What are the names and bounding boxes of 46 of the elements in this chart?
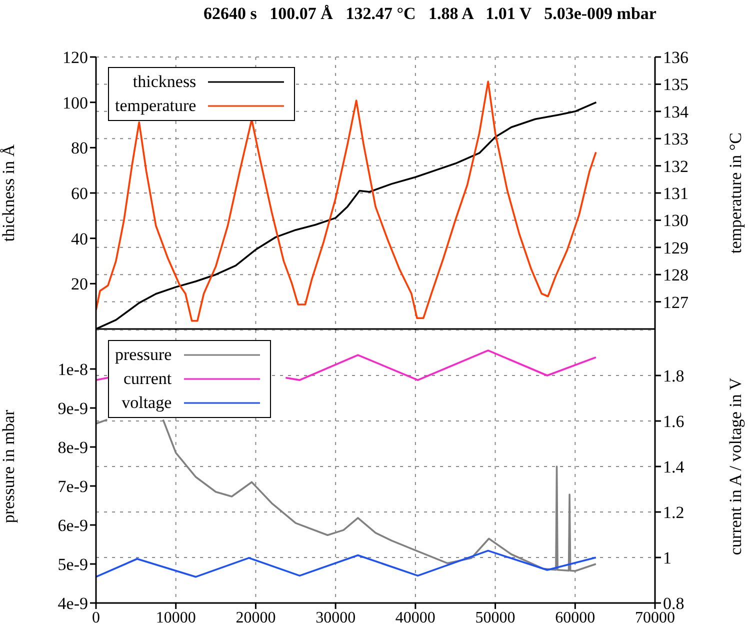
y-tick-label: 9e-9 xyxy=(58,399,88,418)
x-tick-label: 10000 xyxy=(156,609,196,626)
y-axis-title: thickness in Å xyxy=(0,144,18,242)
y-tick-label: 40 xyxy=(71,229,88,248)
y2-tick-label: 1.4 xyxy=(663,458,685,477)
x-tick-label: 30000 xyxy=(316,609,356,626)
series-label: current xyxy=(124,369,172,389)
y2-tick-label: 133 xyxy=(663,130,688,149)
y2-tick-label: 134 xyxy=(663,102,689,122)
y-tick-label: 6e-9 xyxy=(58,516,88,536)
x-tick-label: 0 xyxy=(92,609,100,626)
legend-label: voltage xyxy=(122,393,172,413)
line-series xyxy=(96,550,597,578)
y-tick-label: 80 xyxy=(71,138,88,158)
y2-tick-label: 128 xyxy=(663,266,688,285)
legend-label: thickness xyxy=(132,72,196,92)
y2-axis-title: temperature in °C xyxy=(726,132,746,254)
y2-tick-label: 1.8 xyxy=(663,366,684,386)
x-tick-label: 50000 xyxy=(475,609,516,626)
x-tick-label: 60000 xyxy=(555,609,596,626)
y-tick-label: 5e-9 xyxy=(58,555,88,574)
y2-tick-label: 135 xyxy=(663,75,688,94)
y-tick-label: 60 xyxy=(71,184,88,204)
y2-tick-label: 1 xyxy=(663,548,672,568)
y-axis-title: pressure in mbar xyxy=(0,410,18,524)
y-tick-label: 100 xyxy=(62,93,88,112)
y-tick-label: 20 xyxy=(71,274,88,294)
y-tick-label: 7e-9 xyxy=(58,477,88,496)
y2-tick-label: 136 xyxy=(663,48,688,68)
y2-tick-label: 127 xyxy=(663,292,689,312)
x-tick-label: 20000 xyxy=(236,609,276,626)
y2-tick-label: 129 xyxy=(663,238,688,258)
x-tick-label: 40000 xyxy=(395,609,436,626)
legend-label: temperature xyxy=(115,96,196,116)
y2-tick-label: 130 xyxy=(663,211,688,230)
y2-tick-label: 1.6 xyxy=(663,412,684,432)
y-tick-label: 1e-8 xyxy=(58,360,88,380)
y-tick-label: 8e-9 xyxy=(58,438,88,458)
legend-label: pressure xyxy=(115,345,172,365)
y2-tick-label: 132 xyxy=(663,156,688,176)
y-tick-label: 120 xyxy=(62,48,88,68)
y2-tick-label: 1.2 xyxy=(663,503,684,522)
y2-tick-label: 131 xyxy=(663,184,688,204)
y-tick-label: 4e-9 xyxy=(58,594,88,614)
y2-axis-title: current in A / voltage in V xyxy=(726,377,746,556)
chart-title: 62640 s 100.07 Å 132.47 °C 1.88 A 1.01 V 5.03e-009 mbar xyxy=(202,4,658,24)
